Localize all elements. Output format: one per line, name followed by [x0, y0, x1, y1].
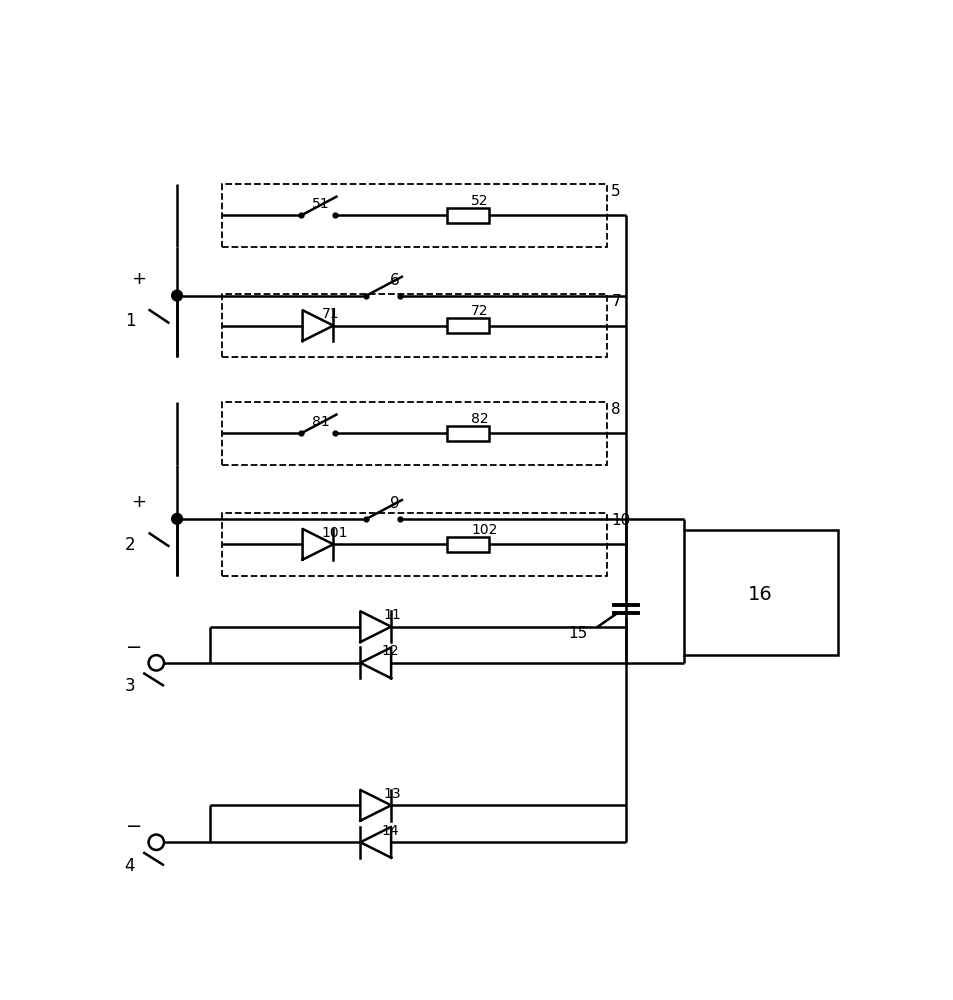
Text: 81: 81	[312, 415, 329, 429]
Bar	[221, 294, 606, 357]
Text: 4: 4	[125, 857, 135, 875]
Text: 5: 5	[611, 184, 620, 199]
Text: 6: 6	[389, 273, 399, 288]
Circle shape	[172, 513, 182, 524]
Text: 82: 82	[471, 412, 488, 426]
Bar	[683, 530, 837, 655]
Text: 12: 12	[381, 644, 399, 658]
Bar	[221, 184, 606, 247]
Text: 1: 1	[125, 312, 135, 330]
Circle shape	[149, 835, 164, 850]
Text: 101: 101	[321, 526, 347, 540]
Text: 16: 16	[747, 585, 772, 604]
Bar	[447, 208, 489, 223]
Text: 10: 10	[611, 513, 630, 528]
Text: +: +	[131, 493, 146, 511]
Text: 52: 52	[471, 194, 488, 208]
Text: 7: 7	[611, 294, 620, 309]
Text: −: −	[126, 817, 142, 836]
Text: 72: 72	[471, 304, 488, 318]
Text: 3: 3	[125, 677, 135, 695]
Text: 13: 13	[383, 787, 400, 801]
Text: −: −	[126, 638, 142, 657]
Bar	[447, 537, 489, 552]
Circle shape	[149, 655, 164, 671]
Text: 8: 8	[611, 402, 620, 417]
Text: 102: 102	[471, 523, 497, 537]
Text: 15: 15	[568, 626, 587, 641]
Text: 9: 9	[389, 496, 399, 511]
Text: +: +	[131, 270, 146, 288]
Bar	[221, 513, 606, 576]
Circle shape	[172, 290, 182, 301]
Bar	[447, 426, 489, 441]
Text: 14: 14	[381, 824, 399, 838]
Bar	[447, 318, 489, 333]
Text: 51: 51	[312, 197, 329, 211]
Bar	[221, 402, 606, 465]
Text: 2: 2	[125, 536, 135, 554]
Text: 71: 71	[321, 307, 339, 321]
Text: 11: 11	[383, 608, 401, 622]
